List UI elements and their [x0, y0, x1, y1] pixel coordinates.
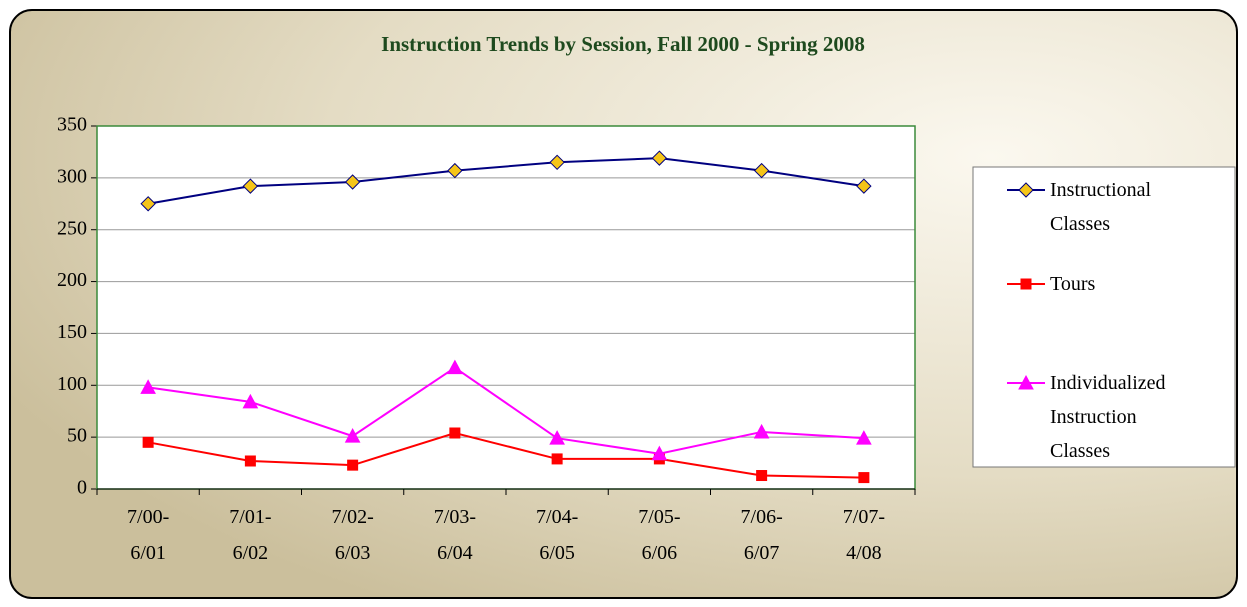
legend-label: Instructional Classes: [1050, 179, 1152, 235]
y-tick-label: 250: [57, 217, 87, 239]
y-tick-label: 100: [57, 373, 87, 395]
series-line: [147, 366, 864, 455]
marker: [447, 359, 463, 375]
x-tick-label: 7/06- 6/07: [717, 499, 807, 571]
x-tick-label-line: 6/03: [334, 542, 371, 564]
marker: [140, 196, 156, 212]
marker: [549, 430, 565, 445]
x-tick-label: 7/00- 6/01: [103, 499, 193, 571]
x-tick-label-line: 7/07-: [842, 506, 885, 528]
plot-area: [97, 126, 915, 489]
x-tick-label-line: 6/05: [539, 542, 575, 564]
x-tick-label-line: 6/06: [641, 542, 678, 564]
y-tick-label: 50: [67, 425, 87, 447]
x-tick-label: 7/04- 6/05: [512, 499, 602, 571]
y-tick-label: 350: [57, 114, 87, 136]
marker: [344, 428, 361, 443]
chart-title: Instruction Trends by Session, Fall 2000…: [381, 32, 865, 56]
marker: [1018, 182, 1034, 198]
marker: [856, 178, 872, 194]
marker: [347, 459, 359, 471]
y-tick-label: 150: [57, 321, 87, 343]
legend-box: [972, 166, 1236, 468]
x-tick-label-line: 6/07: [743, 542, 780, 564]
marker: [651, 150, 668, 166]
marker: [756, 470, 768, 482]
marker: [551, 453, 563, 465]
x-tick-label-line: 7/05-: [638, 506, 681, 528]
marker: [651, 445, 668, 461]
series-line: [147, 431, 864, 479]
marker: [140, 379, 156, 394]
marker: [142, 436, 154, 448]
y-tick-label: 0: [77, 477, 87, 499]
marker: [753, 423, 770, 439]
x-tick-label: 7/07- 4/08: [819, 499, 909, 571]
x-tick-label: 7/01- 6/02: [205, 499, 295, 571]
marker: [858, 472, 870, 484]
legend-label: Tours: [1050, 273, 1096, 295]
marker: [549, 154, 565, 171]
x-tick-label-line: 7/03-: [433, 506, 476, 528]
x-tick-label-line: 6/02: [232, 542, 269, 564]
x-tick-label-line: 7/01-: [229, 506, 272, 528]
marker: [449, 427, 461, 439]
marker: [753, 162, 770, 179]
x-tick-label-line: 7/06-: [740, 506, 783, 528]
marker: [242, 393, 259, 409]
marker: [244, 455, 256, 467]
x-tick-label-line: 4/08: [846, 542, 882, 564]
x-tick-label: 7/05- 6/06: [614, 499, 704, 571]
series-line: [147, 157, 865, 205]
x-tick-label: 7/03- 6/04: [410, 499, 500, 571]
x-tick-label: 7/02- 6/03: [308, 499, 398, 571]
marker: [344, 174, 361, 190]
x-tick-label-line: 7/02-: [331, 506, 374, 528]
marker: [1018, 374, 1034, 390]
x-tick-label-line: 6/04: [437, 542, 473, 564]
x-tick-label-line: 6/01: [130, 542, 166, 564]
marker: [856, 430, 872, 445]
x-tick-label-line: 7/04-: [536, 506, 579, 528]
marker: [447, 162, 463, 179]
y-tick-label: 200: [57, 269, 87, 291]
legend-label: Individualized Instruction Classes: [1050, 372, 1166, 462]
y-tick-label: 300: [57, 165, 87, 187]
x-tick-label-line: 7/00-: [127, 506, 170, 528]
marker: [1020, 278, 1032, 290]
marker: [242, 178, 259, 194]
